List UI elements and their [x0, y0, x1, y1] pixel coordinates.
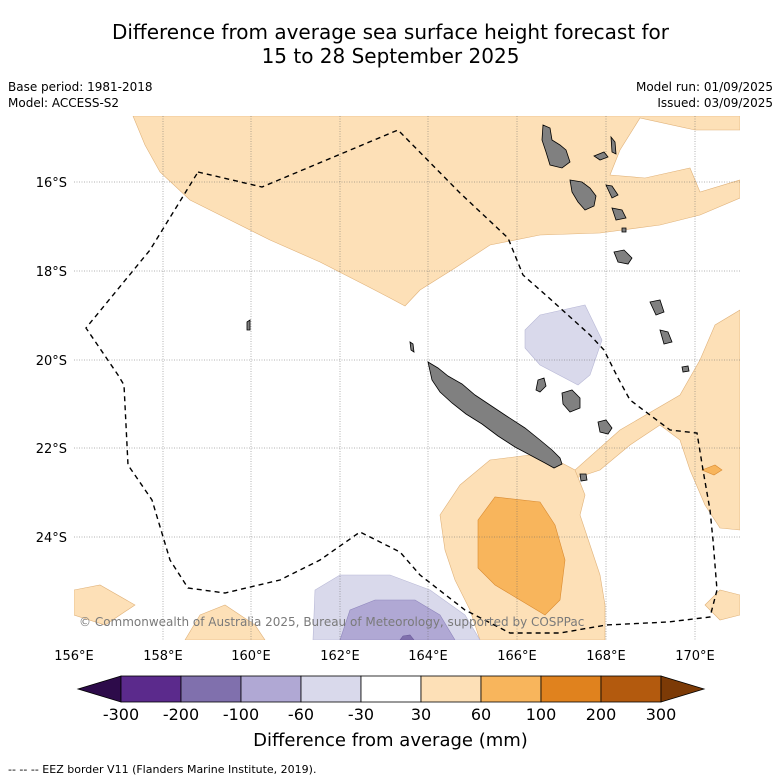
land-masses — [246, 124, 690, 482]
isle-of-pines — [579, 473, 588, 482]
colorbar-bin-neg60-neg30 — [300, 675, 362, 703]
anomaly-contours — [74, 116, 740, 640]
colorbar-tick-100: 100 — [525, 705, 557, 724]
lat-label-20s: 20°S — [36, 354, 67, 369]
latitude-labels: 16°S 18°S 20°S 22°S 24°S — [36, 176, 67, 546]
colorbar-title: Difference from average (mm) — [253, 730, 528, 751]
base-period-text: Base period: 1981-2018 — [8, 80, 153, 94]
colorbar-tick-neg300: -300 — [102, 705, 140, 724]
colorbar-tick-neg100: -100 — [222, 705, 260, 724]
loyalty-island-ouvea — [535, 377, 547, 393]
colorbar-bin-30-60 — [420, 675, 482, 703]
lon-label-156e: 156°E — [54, 649, 94, 664]
lon-label-166e: 166°E — [497, 649, 537, 664]
lon-label-158e: 158°E — [143, 649, 183, 664]
vanuatu-malekula — [569, 179, 597, 211]
contour-neg100-neg200 — [399, 634, 415, 640]
vanuatu-island-small — [621, 227, 627, 233]
lat-label-22s: 22°S — [36, 442, 67, 457]
gridlines — [74, 116, 740, 640]
contour-30-60-north — [132, 116, 740, 307]
matthew-island-area-1 — [649, 299, 665, 316]
model-text: Model: ACCESS-S2 — [8, 96, 120, 110]
colorbar-tick-200: 200 — [585, 705, 617, 724]
contour-30-60-southeast — [704, 589, 740, 621]
left-metadata: Base period: 1981-2018 Model: ACCESS-S2 — [8, 79, 153, 111]
vanuatu-island-1 — [593, 151, 609, 161]
issued-text: Issued: 03/09/2025 — [657, 96, 773, 110]
lon-label-164e: 164°E — [408, 649, 448, 664]
vanuatu-efate — [611, 207, 627, 221]
colorbar-bin-100-200 — [540, 675, 602, 703]
north-nc-islet — [409, 341, 415, 353]
lon-label-168e: 168°E — [586, 649, 626, 664]
loyalty-island-lifou — [561, 389, 581, 413]
colorbar-bin-neg30-30 — [360, 675, 422, 703]
matthew-island-area-2 — [659, 329, 673, 345]
eez-border — [85, 129, 718, 634]
colorbar-under-arrow — [76, 675, 122, 703]
colorbar-bin-neg300-neg200 — [120, 675, 182, 703]
vanuatu-island-2 — [610, 135, 617, 155]
colorbar-bin-neg100-neg60 — [240, 675, 302, 703]
vanuatu-island-3 — [605, 184, 619, 199]
colorbar-tick-30: 30 — [410, 705, 432, 724]
lon-label-170e: 170°E — [675, 649, 715, 664]
loyalty-island-mare — [597, 419, 613, 435]
vanuatu-tanna — [613, 249, 633, 265]
colorbar-bin-neg200-neg100 — [180, 675, 242, 703]
contour-60-100 — [477, 496, 566, 616]
lat-label-24s: 24°S — [36, 531, 67, 546]
colorbar-tick-60: 60 — [470, 705, 492, 724]
contour-neg60-neg100 — [339, 599, 456, 640]
title-line-2: 15 to 28 September 2025 — [261, 44, 520, 68]
lon-label-162e: 162°E — [320, 649, 360, 664]
lat-label-16s: 16°S — [36, 176, 67, 191]
colorbar-bin-200-300 — [600, 675, 662, 703]
colorbar — [76, 675, 706, 703]
new-caledonia-main-island — [427, 361, 563, 469]
colorbar-tick-neg60: -60 — [287, 705, 315, 724]
right-metadata: Model run: 01/09/2025 Issued: 03/09/2025 — [636, 79, 773, 111]
colorbar-tick-neg30: -30 — [347, 705, 375, 724]
lat-label-18s: 18°S — [36, 265, 67, 280]
contour-60-100-east-spot — [701, 464, 723, 476]
contour-30-60-south-small — [184, 604, 266, 640]
eez-legend-footer: -- -- -- EEZ border V11 (Flanders Marine… — [8, 763, 317, 776]
colorbar-tick-neg200: -200 — [162, 705, 200, 724]
contour-neg30-neg60-east — [524, 304, 603, 386]
model-run-text: Model run: 01/09/2025 — [635, 80, 773, 94]
lon-label-160e: 160°E — [231, 649, 271, 664]
vanuatu-espiritu-santo — [541, 124, 571, 169]
colorbar-bin-60-100 — [480, 675, 542, 703]
contour-30-60-east — [569, 309, 740, 531]
map-title: Difference from average sea surface heig… — [0, 20, 781, 68]
chesterfield-islet — [246, 319, 251, 331]
longitude-labels: 156°E 158°E 160°E 162°E 164°E 166°E 168°… — [54, 649, 715, 664]
colorbar-over-arrow — [660, 675, 706, 703]
title-line-1: Difference from average sea surface heig… — [111, 20, 670, 44]
hunter-island — [681, 365, 690, 373]
contour-30-60-southwest — [74, 584, 136, 626]
colorbar-tick-300: 300 — [645, 705, 677, 724]
copyright-text: © Commonwealth of Australia 2025, Bureau… — [79, 615, 584, 629]
